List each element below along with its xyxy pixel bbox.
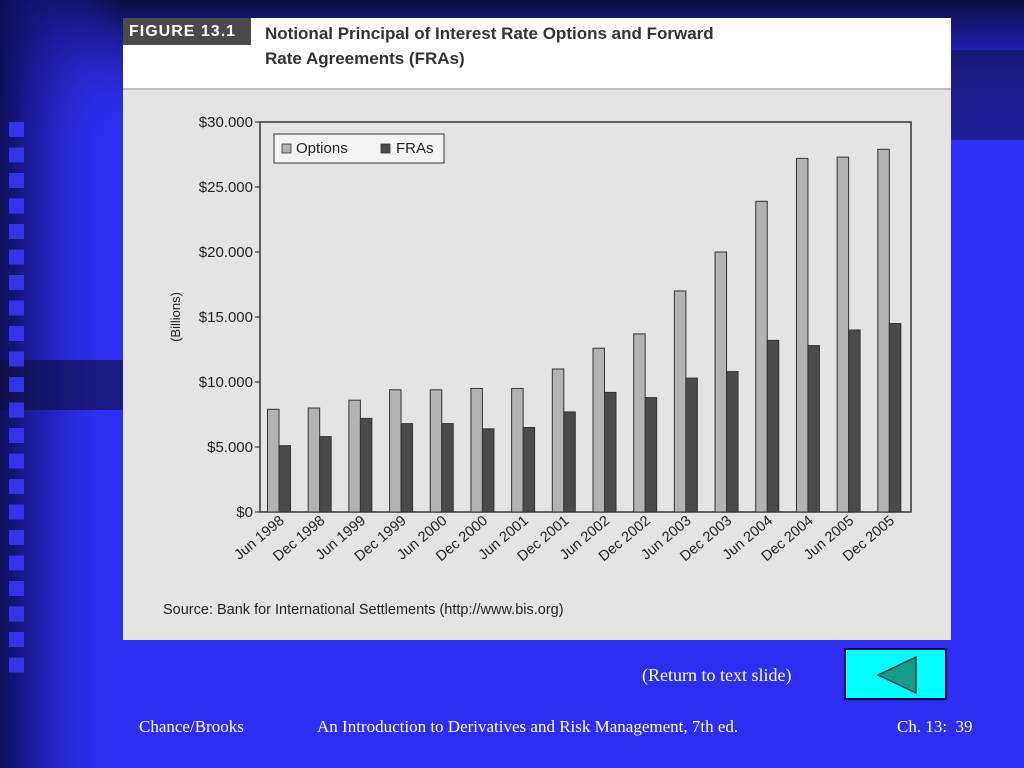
decor-square — [9, 479, 24, 494]
bar-options-dec-1998 — [307, 407, 321, 513]
decor-square — [9, 504, 24, 520]
legend-swatch-fras — [380, 143, 391, 154]
y-tick-label: $5.000 — [207, 439, 253, 456]
y-tick-label: $0 — [236, 504, 253, 521]
bar-fras-dec-2002 — [644, 397, 658, 513]
bar-options-jun-2005 — [836, 156, 850, 513]
bar-options-jun-2004 — [755, 200, 768, 513]
bar-fras-dec-2004 — [807, 345, 820, 513]
decor-square — [9, 606, 24, 622]
decor-square — [9, 198, 24, 214]
bar-options-dec-2004 — [795, 157, 809, 513]
legend-swatch-options — [281, 143, 292, 154]
footer-author: Chance/Brooks — [139, 717, 244, 736]
y-tick-label: $25.000 — [199, 179, 253, 196]
y-tick-label: $20.000 — [199, 244, 253, 261]
bar-fras-jun-2002 — [604, 391, 617, 513]
decor-square — [9, 428, 24, 443]
figure-title-line-2: Rate Agreements (FRAs) — [265, 49, 465, 68]
decor-square — [9, 300, 24, 316]
decor-square — [9, 402, 24, 418]
figure-panel: FIGURE 13.1 Notional Principal of Intere… — [123, 18, 951, 640]
bar-fras-jun-2003 — [685, 377, 698, 513]
bar-options-jun-2003 — [673, 290, 687, 513]
bar-fras-jun-2004 — [766, 339, 780, 513]
bar-fras-jun-2000 — [441, 423, 454, 513]
bar-options-dec-2005 — [877, 148, 890, 513]
decor-square — [9, 632, 24, 647]
footer-book-title: An Introduction to Derivatives and Risk … — [317, 717, 739, 736]
legend-label-options: Options — [296, 140, 348, 157]
y-tick-label: $15.000 — [199, 309, 253, 326]
decor-square — [9, 275, 24, 290]
bar-fras-jun-1999 — [359, 417, 373, 513]
decor-square — [9, 249, 24, 265]
decor-square — [9, 351, 24, 367]
bar-options-jun-2002 — [592, 347, 605, 513]
figure-title-line-1: Notional Principal of Interest Rate Opti… — [265, 24, 714, 43]
y-tick-label: $10.000 — [199, 374, 253, 391]
y-tick-label: $30.000 — [199, 114, 253, 131]
bar-options-dec-1999 — [389, 389, 402, 513]
decor-square — [9, 122, 24, 137]
decor-square — [9, 224, 24, 239]
decor-square — [9, 530, 24, 545]
bar-fras-dec-2005 — [888, 323, 902, 513]
decor-square — [9, 377, 24, 392]
legend-box — [273, 133, 445, 164]
bars — [267, 148, 902, 513]
bar-options-dec-2001 — [551, 368, 565, 513]
chart: $0 $5.000 $10.000 $15.000 $20.000 $25.000 $30.… — [163, 114, 912, 618]
bar-fras-dec-1998 — [319, 436, 332, 513]
bar-options-dec-2003 — [714, 251, 728, 513]
decor-square — [9, 453, 24, 469]
footer-slide-number: Ch. 13: 39 — [897, 717, 973, 736]
decor-square — [9, 147, 24, 163]
return-button[interactable] — [844, 648, 947, 700]
bar-fras-dec-1999 — [400, 423, 414, 513]
bar-options-jun-2001 — [511, 388, 524, 513]
bar-options-dec-2002 — [633, 333, 646, 513]
decor-square — [9, 326, 24, 341]
bar-fras-jun-2005 — [848, 329, 861, 513]
figure-title: Notional Principal of Interest Rate Opti… — [265, 21, 865, 71]
y-axis-label: (Billions) — [168, 292, 183, 342]
figure-header: FIGURE 13.1 Notional Principal of Intere… — [123, 18, 951, 88]
bar-fras-jun-1998 — [278, 445, 291, 513]
figure-label: FIGURE 13.1 — [123, 18, 251, 45]
bar-fras-dec-2003 — [726, 371, 739, 513]
decor-square — [9, 173, 24, 188]
bar-fras-jun-2001 — [522, 427, 536, 513]
legend: Options FRAs — [273, 133, 445, 164]
triangle-left-icon — [876, 655, 917, 695]
bar-options-jun-2000 — [429, 389, 443, 513]
decor-square — [9, 657, 24, 673]
legend-label-fras: FRAs — [396, 140, 434, 157]
y-axis: $0 $5.000 $10.000 $15.000 $20.000 $25.000 $30.… — [199, 114, 260, 521]
bar-options-dec-2000 — [470, 388, 483, 513]
bar-fras-dec-2001 — [563, 411, 576, 513]
decor-square — [9, 581, 24, 596]
bar-options-jun-1998 — [267, 408, 280, 513]
decor-square — [9, 555, 24, 571]
bar-options-jun-1999 — [348, 399, 361, 513]
figure-source: Source: Bank for International Settlemen… — [163, 602, 564, 618]
bar-fras-dec-2000 — [481, 428, 495, 513]
return-link-text[interactable]: (Return to text slide) — [642, 665, 792, 685]
figure-header-rule — [123, 88, 951, 90]
